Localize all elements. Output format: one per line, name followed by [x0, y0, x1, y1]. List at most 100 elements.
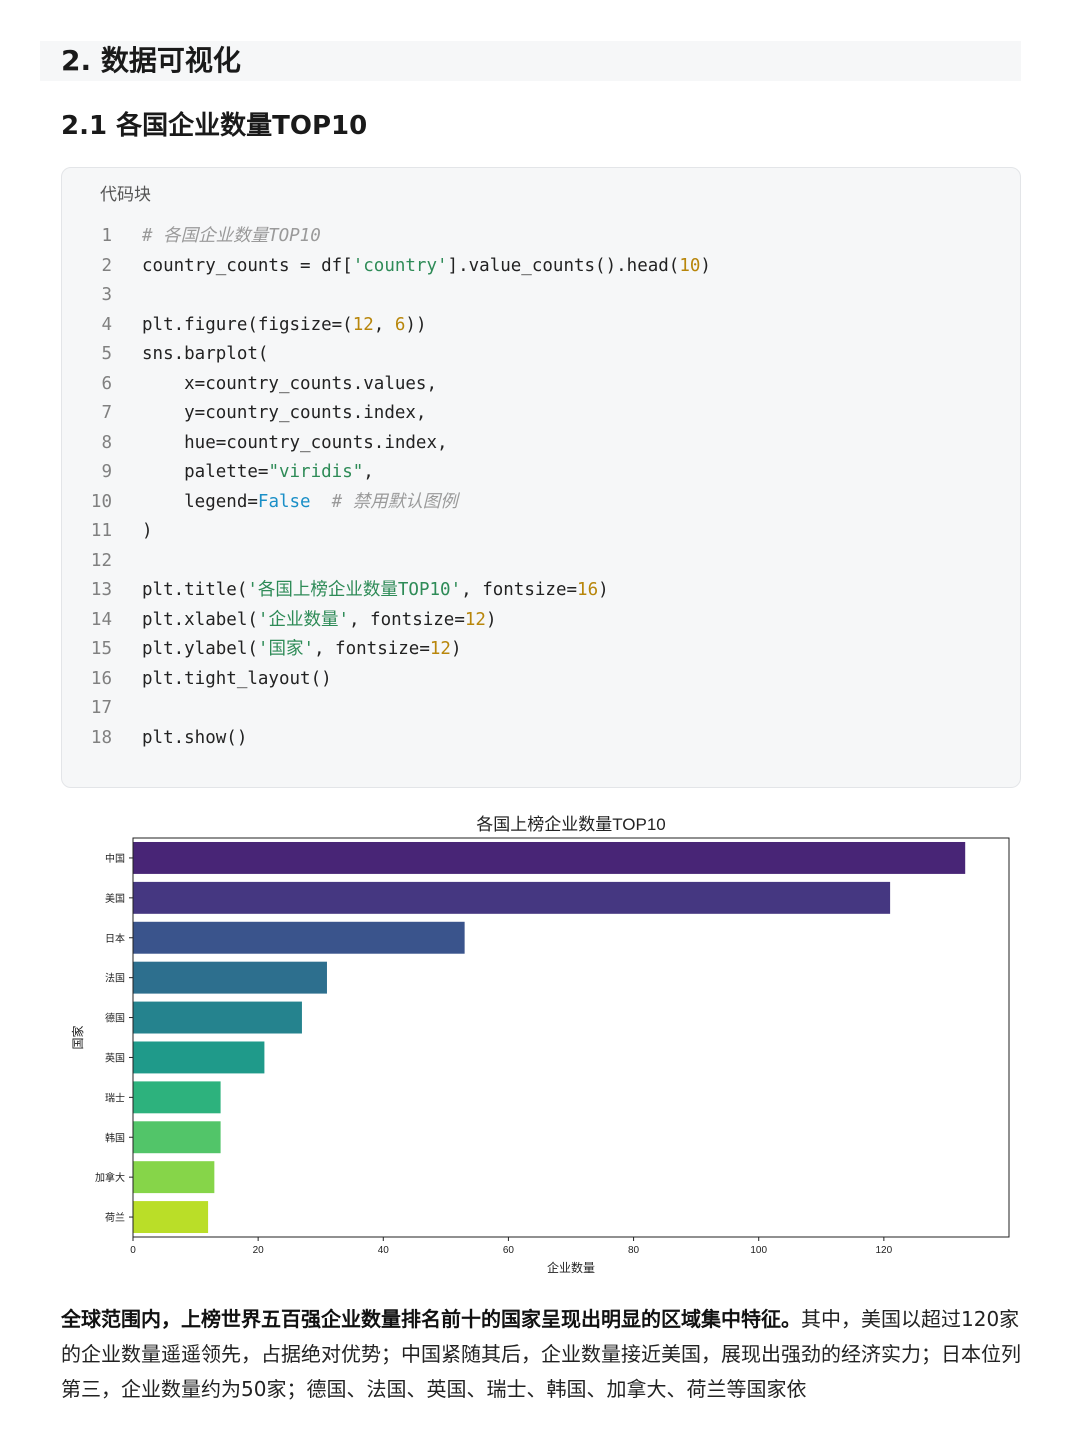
- code-token: sns.barplot(: [142, 344, 269, 364]
- code-token: ): [142, 521, 153, 541]
- paragraph-text: 其中，美国以超过120家的企业数量遥遥领先，占据绝对优势；中国紧随其后，企业数量…: [61, 1307, 1021, 1401]
- code-token: 16: [577, 580, 599, 600]
- plot-frame: [132, 837, 1010, 1238]
- bar-中国: [133, 841, 966, 874]
- code-text: palette="viridis",: [142, 458, 374, 488]
- line-number: 5: [101, 344, 112, 364]
- code-token: plt.xlabel(: [142, 609, 258, 630]
- code-text: country_counts = df['country'].value_cou…: [142, 252, 711, 282]
- code-token: ,: [363, 462, 374, 482]
- x-tick-label: 60: [503, 1245, 515, 1256]
- line-number: 3: [101, 285, 112, 305]
- line-number: 12: [90, 550, 112, 571]
- code-token: hue=country_counts.index,: [142, 432, 448, 453]
- y-tick-label: 美国: [105, 892, 125, 905]
- code-token: plt.tight_layout(): [142, 668, 332, 689]
- y-tick-label: 中国: [105, 852, 125, 865]
- code-token: ): [700, 255, 711, 276]
- bar-美国: [133, 881, 891, 914]
- code-token: plt.figure(figsize=(: [142, 314, 353, 335]
- paragraph-bold-text: 全球范围内，上榜世界五百强企业数量排名前十的国家呈现出明显的区域集中特征。: [61, 1307, 801, 1331]
- line-number: 13: [90, 580, 112, 600]
- code-token: 12: [352, 314, 374, 335]
- bar-英国: [133, 1041, 265, 1074]
- x-tick-label: 100: [750, 1245, 767, 1256]
- code-token: country_counts = df[: [142, 255, 353, 276]
- code-token: 12: [429, 639, 451, 659]
- code-token: 12: [464, 609, 486, 630]
- code-token: ,: [373, 314, 395, 335]
- code-text: plt.ylabel('国家', fontsize=12): [142, 635, 462, 665]
- x-tick-label: 40: [378, 1245, 390, 1256]
- code-block-label: 代码块: [100, 185, 151, 205]
- x-tick-label: 80: [628, 1245, 640, 1256]
- y-tick-label: 瑞士: [105, 1091, 125, 1104]
- bar-德国: [133, 1001, 302, 1034]
- bar-瑞士: [133, 1081, 221, 1114]
- code-text: sns.barplot(: [142, 340, 268, 370]
- code-token: # 各国企业数量TOP10: [142, 226, 321, 246]
- code-token: ): [598, 580, 609, 600]
- x-axis-label: 企业数量: [547, 1260, 595, 1275]
- subsection-heading: 2.1 各国企业数量TOP10: [61, 111, 368, 141]
- code-token: plt.title(: [142, 580, 248, 600]
- bar-荷兰: [133, 1201, 209, 1234]
- code-text: y=country_counts.index,: [142, 399, 426, 429]
- code-token: '企业数量': [257, 609, 349, 630]
- line-number: 2: [101, 255, 112, 276]
- code-token: ].value_counts().head(: [447, 255, 680, 276]
- line-number: 14: [90, 609, 112, 630]
- code-token: ): [450, 639, 462, 659]
- x-tick-label: 0: [130, 1245, 136, 1256]
- bar-chart: 各国上榜企业数量TOP10 中国 美国 日本 法国 德国 英国 瑞士 韩国 加拿大 荷兰 0 20 40 6…: [60, 806, 1030, 1286]
- x-tick-label: 20: [253, 1245, 265, 1256]
- code-token: plt.show(): [142, 727, 248, 748]
- code-text: plt.xlabel('企业数量', fontsize=12): [142, 606, 497, 636]
- bar-法国: [133, 961, 327, 994]
- code-token: palette=: [142, 462, 269, 482]
- line-number: 4: [101, 314, 112, 335]
- code-text: plt.figure(figsize=(12, 6)): [142, 311, 427, 341]
- bar-韩国: [133, 1121, 221, 1154]
- line-number: 11: [90, 521, 112, 541]
- line-number: 15: [90, 639, 112, 659]
- code-token: [311, 492, 332, 512]
- y-tick-label: 加拿大: [95, 1171, 125, 1184]
- chart-title: 各国上榜企业数量TOP10: [476, 815, 666, 834]
- code-token: , fontsize=: [313, 639, 430, 659]
- code-text: plt.title('各国上榜企业数量TOP10', fontsize=16): [142, 576, 609, 606]
- code-token: "viridis": [268, 462, 364, 482]
- code-token: x=country_counts.values,: [142, 373, 438, 394]
- line-number: 17: [90, 698, 112, 718]
- code-text: x=country_counts.values,: [142, 370, 437, 400]
- line-number: 1: [101, 226, 112, 246]
- code-token: 6: [394, 314, 406, 335]
- y-tick-label: 荷兰: [105, 1211, 125, 1224]
- bar-加拿大: [133, 1161, 215, 1194]
- code-text: ): [142, 517, 153, 547]
- y-axis-label: 国家: [70, 1025, 85, 1049]
- code-text: plt.show(): [142, 724, 247, 754]
- code-token: , fontsize=: [461, 580, 578, 600]
- line-number: 16: [90, 668, 112, 689]
- code-token: y=country_counts.index,: [142, 403, 427, 423]
- code-block: 代码块 1 # 各国企业数量TOP10 2 country_counts = df['…: [61, 167, 1021, 788]
- code-text: # 各国企业数量TOP10: [142, 222, 321, 252]
- code-token: # 禁用默认图例: [331, 491, 458, 512]
- code-token: 10: [679, 255, 701, 276]
- y-tick-label: 日本: [105, 932, 125, 945]
- y-tick-label: 德国: [105, 1012, 125, 1025]
- section-heading: 2. 数据可视化: [40, 41, 1021, 81]
- code-text: legend=False # 禁用默认图例: [142, 488, 458, 518]
- code-token: )): [405, 314, 427, 335]
- code-text: plt.tight_layout(): [142, 665, 332, 695]
- analysis-paragraph: 全球范围内，上榜世界五百强企业数量排名前十的国家呈现出明显的区域集中特征。其中，…: [61, 1302, 1026, 1407]
- code-token: , fontsize=: [348, 609, 465, 630]
- x-tick-label: 120: [876, 1245, 893, 1256]
- line-number: 8: [101, 432, 112, 453]
- code-token: plt.ylabel(: [142, 639, 258, 659]
- bar-日本: [133, 921, 465, 954]
- y-tick-label: 英国: [105, 1051, 125, 1064]
- y-tick-label: 法国: [105, 972, 125, 985]
